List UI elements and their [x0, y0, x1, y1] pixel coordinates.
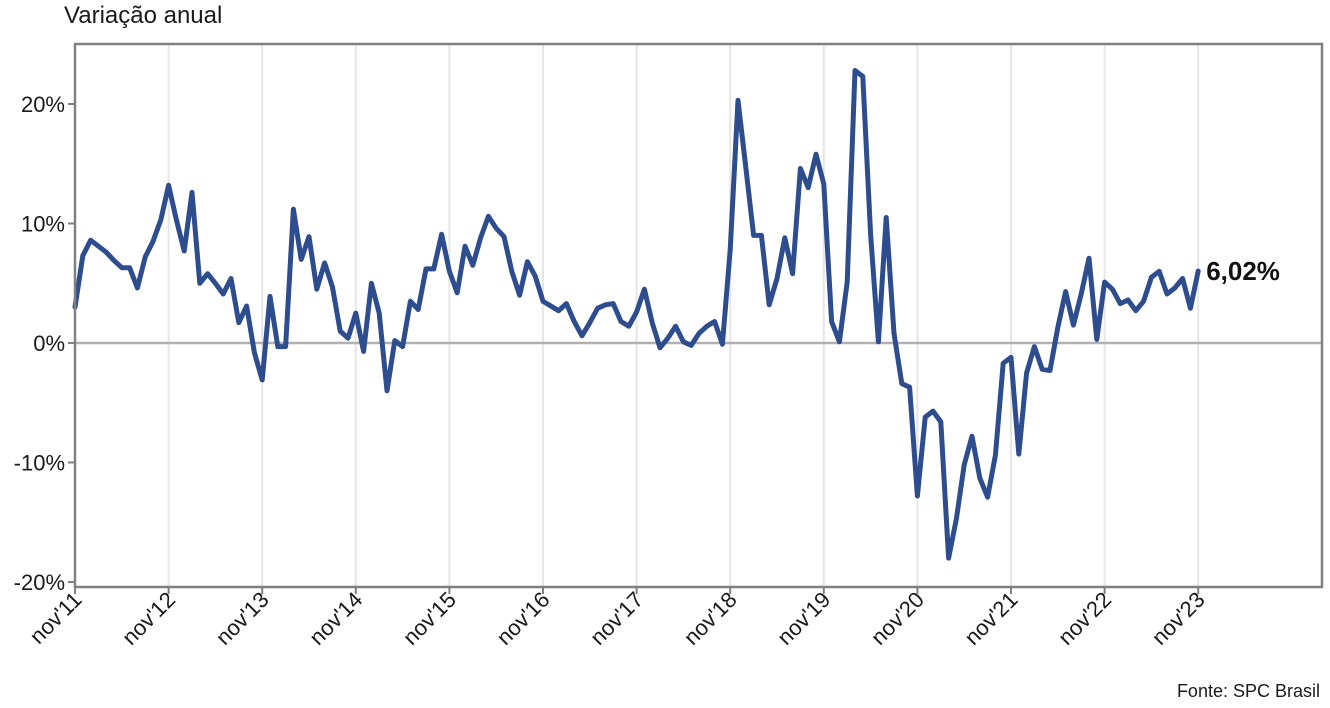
x-tick-label: nov'13 [211, 587, 274, 650]
y-axis-title: Variação anual [64, 2, 223, 29]
gridlines [167, 44, 1200, 587]
x-tick-label: nov'19 [772, 587, 835, 650]
x-tick-label: nov'16 [491, 587, 554, 650]
y-tick-label: -20% [14, 570, 65, 595]
x-tick-label: nov'17 [585, 587, 648, 650]
x-tick-label: nov'23 [1147, 587, 1210, 650]
series-line [72, 68, 1201, 561]
x-tick-label: nov'14 [304, 587, 367, 650]
plot-frame [73, 42, 1324, 589]
y-tick-label: 10% [21, 212, 65, 237]
x-tick-label: nov'21 [959, 587, 1022, 650]
source-note: Fonte: SPC Brasil [1176, 681, 1320, 701]
x-axis-ticks: nov'11 nov'12 nov'13 nov'14 nov'15 nov'16 nov'… [25, 587, 1210, 650]
x-tick-label: nov'18 [679, 587, 742, 650]
x-tick-label: nov'11 [25, 587, 87, 649]
x-tick-label: nov'20 [866, 587, 929, 650]
x-tick-label: nov'22 [1053, 587, 1116, 650]
y-tick-label: -10% [14, 451, 65, 476]
x-tick-label: nov'12 [117, 587, 180, 650]
x-tick-label: nov'15 [398, 587, 461, 650]
y-axis-ticks: 20% 10% 0% -10% -20% [14, 92, 75, 595]
y-tick-label: 20% [21, 92, 65, 117]
end-value-label: 6,02% [1206, 256, 1280, 286]
y-tick-label: 0% [33, 331, 65, 356]
